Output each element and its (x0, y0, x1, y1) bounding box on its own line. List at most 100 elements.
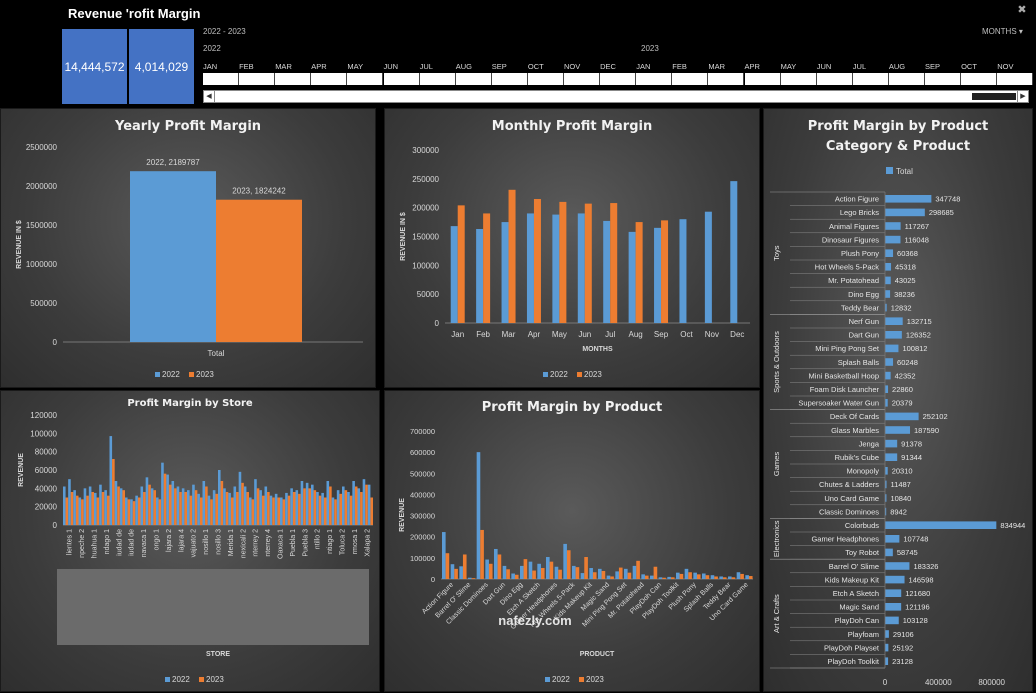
timeline-month-cell[interactable] (347, 73, 384, 85)
yearly-chart: 0 500000 1000000 1500000 2000000 2500000 REVEN… (16, 143, 363, 379)
x-tick-label: ndago 1 (104, 529, 111, 554)
bar-2023 (471, 578, 476, 579)
data-label: 20379 (892, 399, 913, 408)
category-item-label: Supersoaker Water Gun (798, 399, 879, 408)
timeline-month-cell[interactable] (744, 73, 781, 85)
timeline-month-cell[interactable] (852, 73, 889, 85)
category-group-label: Sports & Outdoors (772, 331, 781, 393)
category-item-label: Dinosaur Figures (822, 235, 879, 244)
timeline-month-cell[interactable] (455, 73, 492, 85)
bar-2022 (632, 565, 637, 579)
timeline-month-cell[interactable] (925, 73, 962, 85)
bar-2022 (693, 572, 697, 579)
category-item-label: Action Figure (835, 195, 879, 204)
bar-2022 (331, 497, 335, 525)
timeline-month-cell[interactable] (997, 73, 1034, 85)
bar-2023 (158, 499, 162, 525)
timeline-month-cell[interactable] (239, 73, 276, 85)
y-tick-label: 0 (53, 338, 58, 347)
bar-PlayDoh Playset (885, 643, 889, 652)
x-tick-label: rmosa 1 (352, 529, 359, 554)
timeline-month-label: AUG (888, 62, 906, 71)
bar-2022 (357, 488, 361, 525)
bar-2023 (339, 493, 342, 525)
category-item-label: Hot Wheels 5-Pack (815, 263, 879, 272)
timeline-month-cell[interactable] (888, 73, 925, 85)
bar-2022 (563, 543, 567, 579)
timeline-month-label: OCT (527, 62, 544, 71)
legend-label-2023: 2023 (586, 675, 604, 684)
category-item-label: Monopoly (846, 467, 879, 476)
data-label: 187590 (914, 426, 939, 435)
timeline-month-cell[interactable] (491, 73, 528, 85)
timeline-month-cell[interactable] (275, 73, 312, 85)
timeline-month-cell[interactable] (816, 73, 853, 85)
bar-2023 (241, 482, 244, 525)
timeline-month-cell[interactable] (708, 73, 745, 85)
scroll-right-icon[interactable]: ▶ (1017, 91, 1028, 102)
bar-Barrel O' Slime (885, 562, 910, 570)
bar-2023 (653, 566, 658, 579)
timeline-month-label: JUN (816, 62, 832, 71)
timeline-month-cell[interactable] (636, 73, 673, 85)
bar-Playfoam (885, 630, 889, 638)
filter-clear-icon[interactable]: ✖ (1017, 4, 1027, 16)
bar-2023 (199, 497, 203, 525)
legend-label-2023: 2023 (196, 370, 214, 379)
legend-label-2022: 2022 (172, 675, 190, 684)
legend-swatch-2022 (155, 372, 160, 377)
bar-2023 (636, 560, 640, 579)
bar-2022 (745, 575, 749, 579)
timeline-month-cell[interactable] (419, 73, 456, 85)
timeline-month-label: NOV (564, 62, 581, 71)
bar-2023 (627, 572, 632, 579)
timeline-month-cell[interactable] (672, 73, 709, 85)
category-item-label: Magic Sand (839, 603, 879, 612)
scroll-left-icon[interactable]: ◀ (204, 91, 215, 102)
panel-category: Profit Margin by Product Category & Prod… (763, 108, 1033, 692)
bar-2022-Oct (679, 219, 687, 323)
y-tick-label: 80000 (35, 448, 58, 457)
bar-2022 (606, 575, 611, 579)
bar-Rubik's Cube (885, 453, 898, 461)
data-label: 121680 (905, 589, 930, 598)
timeline-month-cell[interactable] (203, 73, 240, 85)
data-label: 45318 (895, 263, 916, 272)
timeline-month-label: AUG (455, 62, 472, 71)
timeline-month-cell[interactable] (383, 73, 420, 85)
kpi-revenue: 14,444,572 (62, 29, 127, 104)
bar-2023 (365, 484, 368, 525)
timeline-month-cell[interactable] (311, 73, 348, 85)
y-tick-label: 40000 (35, 484, 58, 493)
timeline-month-cell[interactable] (780, 73, 817, 85)
bar-2022 (615, 571, 619, 579)
timeline-month-cell[interactable] (564, 73, 601, 85)
bar-2022 (109, 436, 113, 525)
timeline-month-cell[interactable] (527, 73, 564, 85)
timeline-scrollbar[interactable]: ◀ ▶ (203, 90, 1029, 103)
category-item-label: Chutes & Ladders (819, 480, 879, 489)
bar-2022 (316, 492, 319, 525)
bar-2022 (212, 490, 216, 525)
bar-2023 (714, 576, 718, 579)
bar-2023 (323, 497, 327, 525)
timeline-month-cell[interactable] (600, 73, 637, 85)
bar-2022 (280, 497, 283, 525)
bar-2022 (650, 575, 654, 579)
bar-2022 (290, 488, 293, 525)
period-selector[interactable]: MONTHS ▾ (982, 27, 1023, 36)
category-chart: Total Action Figure 347748 Lego Bricks 29868… (770, 167, 1025, 687)
y-tick-label: 1500000 (26, 221, 58, 230)
bar-2023 (679, 573, 684, 579)
panel-store: Profit Margin by Store 0 20000 40000 60000 8… (0, 390, 380, 692)
timeline-month-cell[interactable] (961, 73, 998, 85)
data-label-2022: 2022, 2189787 (146, 158, 200, 167)
bar-2022 (450, 564, 455, 579)
bar-2023 (148, 484, 151, 525)
y-tick-label: 100000 (30, 429, 57, 438)
bar-2023 (592, 572, 597, 579)
y-tick-label: 500000 (30, 299, 57, 308)
kpi-profit: 4,014,029 (129, 29, 194, 104)
bar-2023 (174, 488, 177, 525)
category-item-label: Teddy Bear (841, 303, 879, 312)
